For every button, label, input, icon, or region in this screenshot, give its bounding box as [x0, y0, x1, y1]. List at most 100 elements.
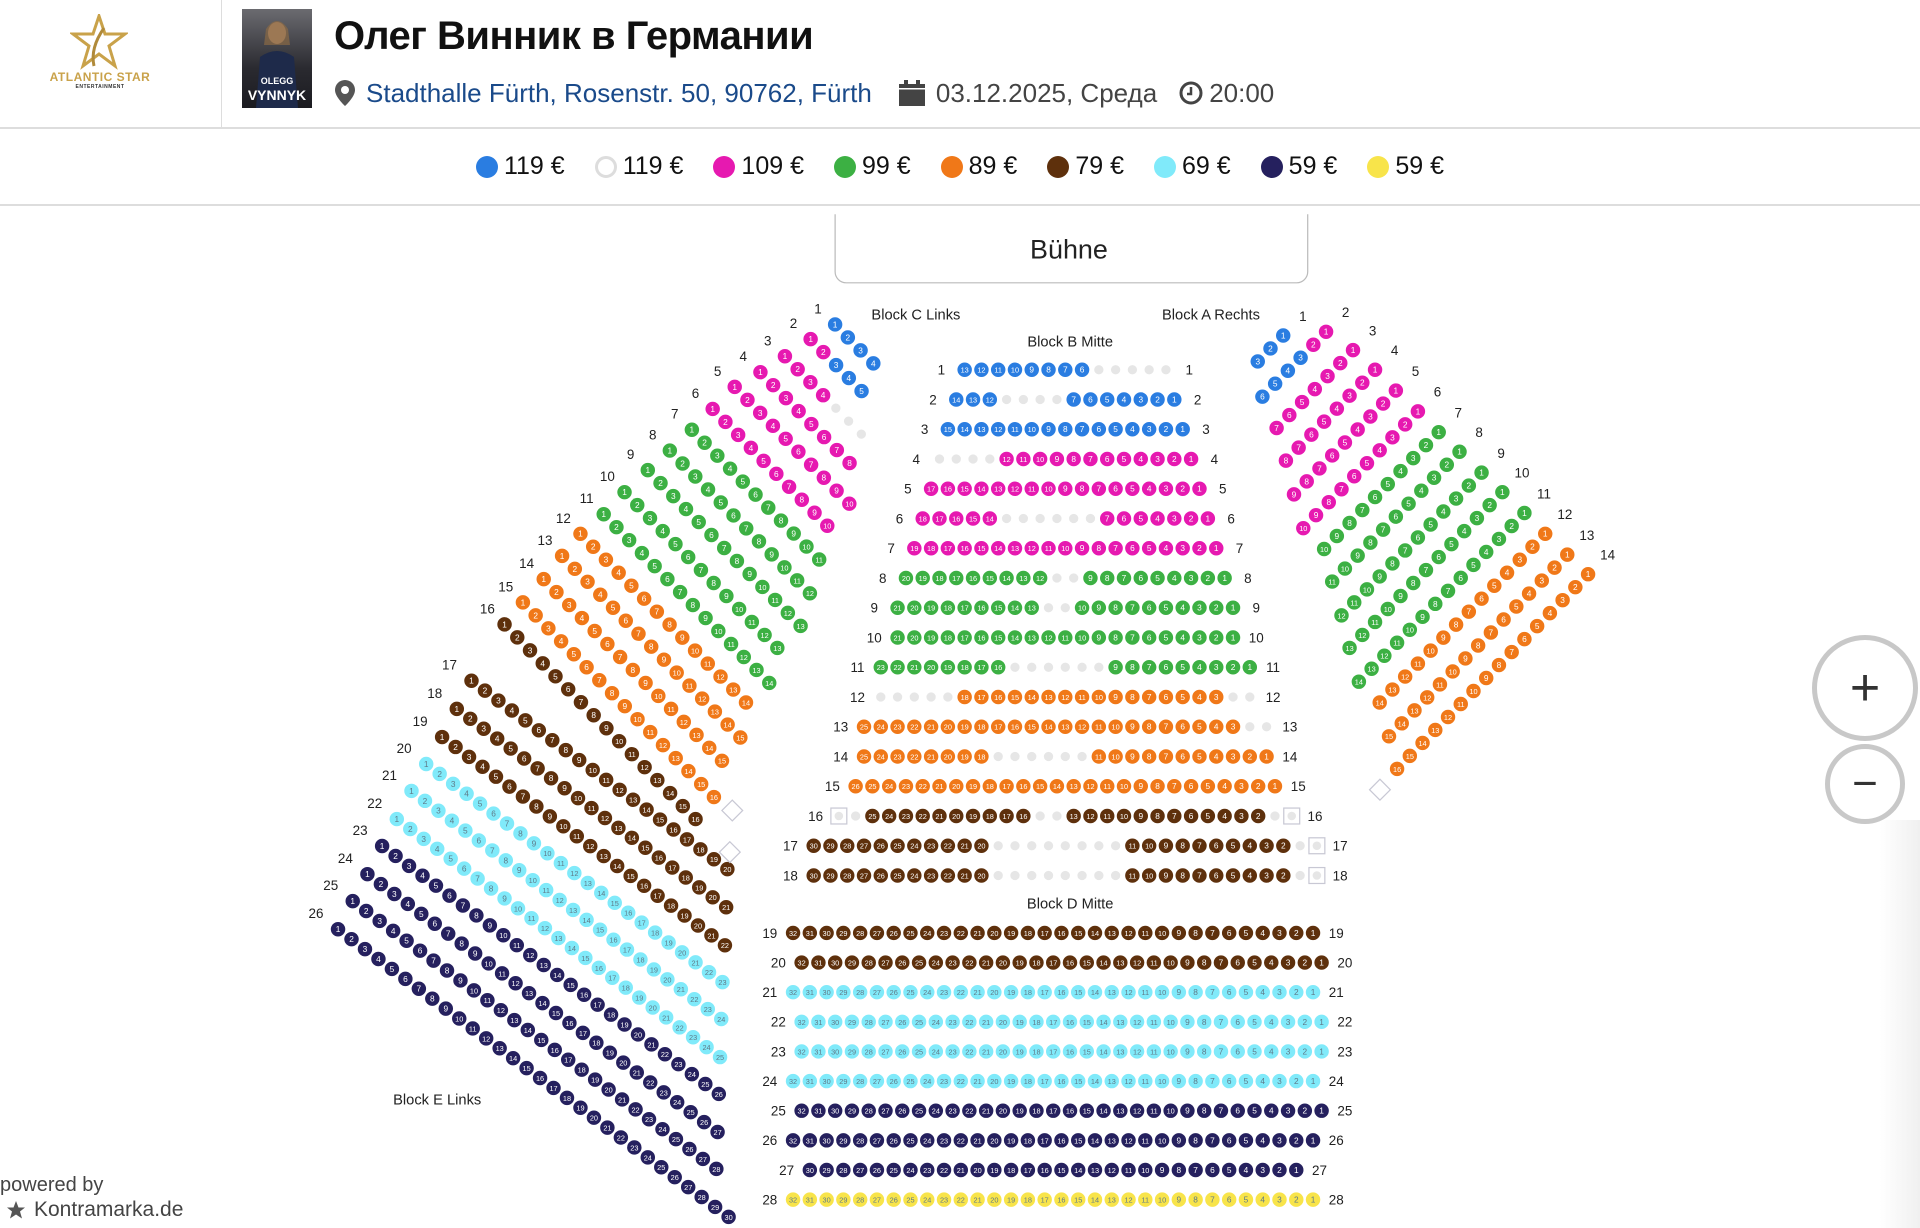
seat[interactable]: 23 [920, 1162, 935, 1178]
seat[interactable]: 21 [970, 1073, 985, 1089]
seat[interactable]: 11 [538, 882, 554, 898]
seat[interactable]: 24 [669, 1095, 685, 1110]
seat[interactable]: 27 [878, 955, 893, 970]
seat[interactable]: 13 [650, 772, 665, 788]
seat[interactable]: 9 [542, 809, 558, 824]
seat[interactable]: 6 [1175, 749, 1190, 764]
seat[interactable]: 19 [677, 908, 692, 923]
seat[interactable]: 24 [684, 1066, 700, 1082]
seat[interactable]: 20 [940, 749, 956, 764]
seat[interactable]: 29 [823, 868, 838, 883]
seat[interactable]: 3 [1320, 368, 1335, 384]
seat[interactable]: 5 [518, 713, 533, 728]
seat[interactable]: 1 [1314, 1103, 1329, 1118]
seat[interactable]: 13 [536, 957, 551, 973]
seat[interactable]: 12 [637, 759, 652, 775]
seat[interactable]: 10 [799, 539, 814, 554]
seat[interactable]: 6 [1100, 451, 1115, 467]
seat[interactable]: 19 [915, 570, 930, 586]
seat[interactable]: 13 [1024, 630, 1039, 645]
seat[interactable]: 22 [672, 1020, 687, 1035]
seat[interactable]: 2 [765, 377, 781, 393]
seat[interactable]: 12 [1419, 690, 1435, 705]
seat[interactable]: 14 [957, 422, 972, 437]
seat[interactable]: 7 [573, 695, 589, 710]
seat[interactable]: 5 [756, 453, 771, 469]
seat[interactable]: 13 [793, 618, 808, 634]
seat[interactable]: 9 [638, 675, 653, 691]
seat[interactable]: 10 [1058, 541, 1073, 556]
seat[interactable]: 1 [497, 617, 512, 632]
seat[interactable]: 9 [1125, 749, 1140, 764]
seat[interactable]: 7 [1291, 440, 1306, 455]
seat[interactable]: 8 [1125, 689, 1140, 705]
seat[interactable]: 7 [426, 953, 441, 968]
seat[interactable]: 3 [1280, 955, 1296, 970]
seat[interactable]: 24 [928, 1044, 944, 1059]
seat[interactable]: 9 [1108, 660, 1123, 675]
seat[interactable]: 7 [1205, 1192, 1220, 1207]
seat[interactable]: 2 [1183, 511, 1199, 526]
seat[interactable]: 29 [836, 984, 851, 1000]
seat[interactable]: 20 [630, 1027, 646, 1042]
seat[interactable]: 5 [1175, 689, 1190, 705]
seat[interactable]: 1 [1560, 547, 1575, 562]
seat[interactable]: 3 [710, 448, 725, 463]
seat[interactable]: 15 [1070, 1192, 1086, 1207]
seat[interactable]: 1 [1217, 570, 1232, 586]
seat[interactable]: 21 [644, 1037, 659, 1052]
seat[interactable]: 19 [646, 962, 662, 977]
seat[interactable]: 11 [1138, 1073, 1153, 1089]
seat[interactable]: 1 [662, 443, 678, 458]
seat[interactable]: 1 [1318, 324, 1334, 340]
seat[interactable]: 4 [1393, 463, 1408, 479]
seat[interactable]: 18 [1020, 1192, 1036, 1207]
seat[interactable]: 8 [816, 470, 832, 485]
seat[interactable]: 16 [1054, 1133, 1069, 1148]
seat[interactable]: 18 [647, 925, 663, 940]
seat[interactable]: 3 [541, 621, 556, 636]
seat[interactable]: 10 [1423, 643, 1438, 658]
seat[interactable]: 30 [806, 838, 821, 853]
seat[interactable]: 20 [898, 570, 914, 586]
seat[interactable]: 7 [1334, 482, 1349, 497]
seat[interactable]: 9 [1058, 481, 1073, 496]
seat[interactable]: 22 [657, 1047, 673, 1062]
seat[interactable]: 19 [965, 779, 981, 794]
seat[interactable]: 7 [1213, 955, 1229, 970]
seat[interactable]: 1 [727, 379, 742, 395]
seat[interactable]: 16 [990, 660, 1006, 675]
seat[interactable]: 29 [844, 955, 860, 970]
seat[interactable]: 11 [1389, 635, 1405, 650]
seat[interactable]: 26 [682, 1141, 697, 1157]
seat[interactable]: 19 [1003, 925, 1019, 941]
seat[interactable]: 5 [1221, 1162, 1237, 1178]
seat[interactable]: 14 [982, 511, 998, 526]
seat[interactable]: 1 [1367, 362, 1383, 377]
seat[interactable]: 7 [1074, 422, 1090, 437]
seat[interactable]: 8 [1428, 596, 1443, 612]
seat[interactable]: 4 [1133, 451, 1148, 467]
seat[interactable]: 18 [974, 719, 989, 734]
seat[interactable]: 25 [903, 984, 918, 1000]
seat[interactable]: 9 [1180, 955, 1195, 970]
seat[interactable]: 3 [642, 510, 658, 526]
seat[interactable]: 6 [1221, 1192, 1237, 1207]
seat[interactable]: 12 [694, 691, 710, 706]
seat[interactable]: 16 [591, 960, 607, 976]
seat[interactable]: 3 [1225, 719, 1241, 734]
seat[interactable]: 1 [1495, 484, 1510, 500]
seat[interactable]: 14 [762, 675, 777, 691]
seat[interactable]: 11 [1347, 595, 1362, 610]
seat[interactable]: 16 [636, 878, 652, 894]
seat[interactable]: 27 [878, 1103, 893, 1118]
seat[interactable]: 21 [932, 808, 947, 824]
seat[interactable]: 10 [1380, 601, 1396, 617]
seat[interactable]: 28 [852, 1073, 868, 1089]
seat[interactable]: 4 [1414, 483, 1429, 498]
seat[interactable]: 1 [1200, 511, 1216, 526]
seat[interactable]: 6 [1304, 427, 1319, 442]
seat[interactable]: 5 [624, 578, 639, 593]
seat[interactable]: 20 [601, 1082, 616, 1097]
seat[interactable]: 14 [1087, 1133, 1103, 1148]
